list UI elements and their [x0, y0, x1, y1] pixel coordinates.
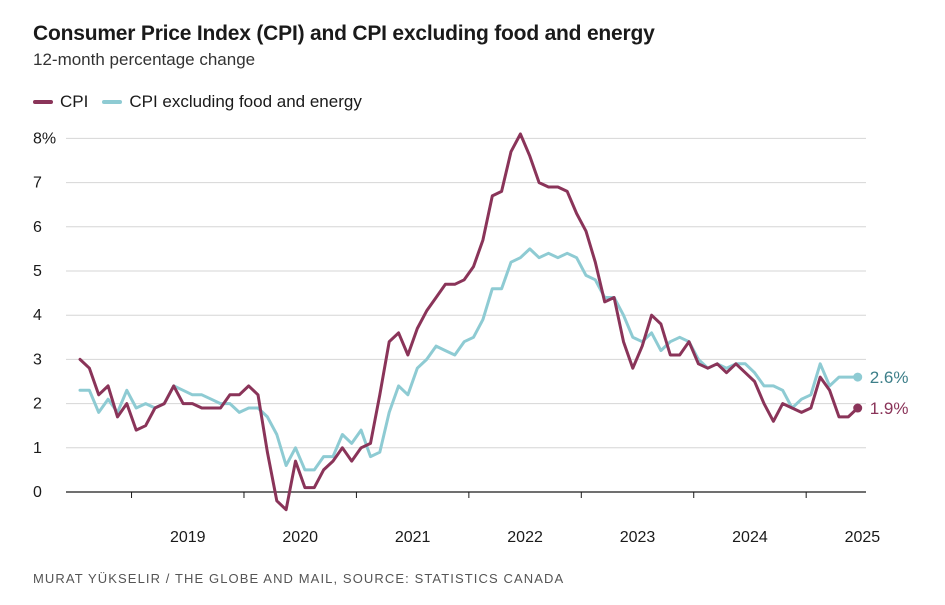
y-tick-label: 8%: [33, 130, 56, 147]
x-tick-label: 2021: [395, 529, 431, 546]
legend-label-cpi: CPI: [60, 92, 89, 111]
x-tick-label: 2023: [620, 529, 656, 546]
gridlines: [66, 137, 866, 449]
y-tick-label: 3: [33, 351, 42, 368]
legend-swatch-cpi: [33, 100, 53, 104]
end-dot-cpi: [853, 403, 863, 413]
y-tick-label: 4: [33, 307, 42, 324]
chart-legend: CPI CPI excluding food and energy: [33, 92, 376, 112]
y-tick-label: 5: [33, 263, 42, 280]
x-tick-label: 2025: [845, 529, 881, 546]
chart-title: Consumer Price Index (CPI) and CPI exclu…: [33, 22, 655, 45]
y-tick-label: 1: [33, 440, 42, 457]
x-tick-label: 2019: [170, 529, 206, 546]
end-label-cpi: 1.9%: [870, 399, 909, 418]
source-credit: MURAT YÜKSELIR / THE GLOBE AND MAIL, SOU…: [33, 571, 565, 586]
series-line-core: [78, 247, 860, 472]
y-tick-label: 6: [33, 219, 42, 236]
y-tick-label: 2: [33, 396, 42, 413]
legend-item-core: CPI excluding food and energy: [102, 92, 362, 112]
y-tick-label: 0: [33, 484, 42, 501]
end-labels: 1.9% 2.6%: [853, 368, 908, 418]
end-label-core: 2.6%: [870, 368, 909, 387]
y-tick-label: 7: [33, 175, 42, 192]
x-tick-label: 2022: [507, 529, 543, 546]
legend-item-cpi: CPI: [33, 92, 88, 112]
series-lines: [78, 132, 860, 512]
chart-subtitle: 12-month percentage change: [33, 50, 256, 69]
legend-label-core: CPI excluding food and energy: [129, 92, 362, 111]
legend-swatch-core: [102, 100, 123, 104]
end-dot-core: [853, 372, 863, 382]
x-tick-label: 2020: [282, 529, 318, 546]
x-tick-label: 2024: [732, 529, 768, 546]
series-line-cpi: [78, 132, 860, 512]
axes: 0 1 2 3 4 5 6 7 8% 2019 2020 2021 2022 2023 2024 2025: [33, 130, 880, 546]
